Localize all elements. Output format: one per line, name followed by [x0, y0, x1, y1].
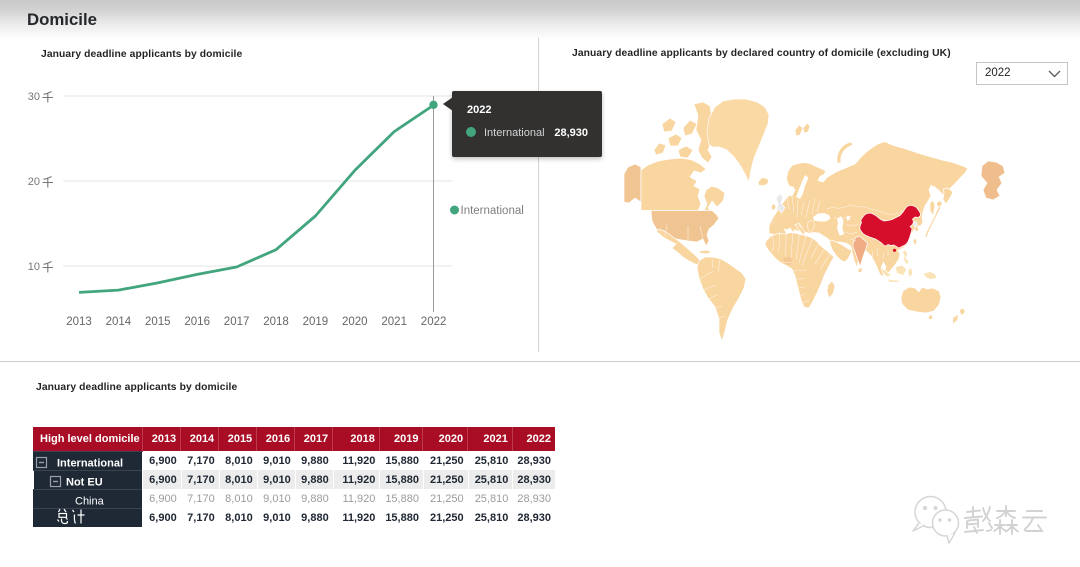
svg-text:2015: 2015 — [145, 316, 171, 328]
svg-text:2021: 2021 — [381, 316, 407, 328]
svg-text:Not EU: Not EU — [66, 477, 103, 489]
svg-text:International: International — [461, 205, 524, 217]
svg-text:2018: 2018 — [263, 316, 289, 328]
svg-text:20: 20 — [28, 176, 40, 188]
svg-text:2013: 2013 — [66, 316, 92, 328]
svg-text:International: International — [57, 458, 123, 470]
svg-text:10: 10 — [28, 261, 40, 273]
svg-text:2017: 2017 — [224, 316, 250, 328]
svg-text:30: 30 — [28, 91, 40, 103]
svg-text:2022: 2022 — [421, 316, 447, 328]
svg-text:2020: 2020 — [342, 316, 368, 328]
svg-text:2016: 2016 — [184, 316, 210, 328]
svg-text:2019: 2019 — [303, 316, 329, 328]
svg-text:China: China — [75, 496, 105, 508]
svg-text:2014: 2014 — [106, 316, 132, 328]
